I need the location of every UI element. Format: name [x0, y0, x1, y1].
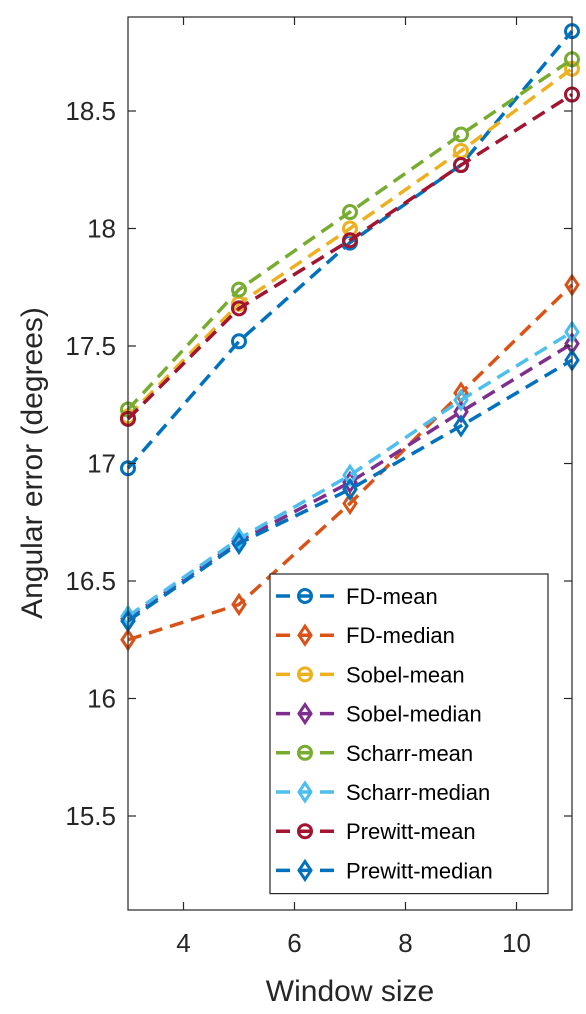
data-point — [453, 414, 469, 438]
y-tick-label: 15.5 — [65, 801, 116, 831]
data-point — [342, 477, 358, 502]
y-tick-label: 17.5 — [65, 331, 116, 361]
x-tick-label: 6 — [287, 928, 301, 958]
legend-marker — [297, 780, 313, 804]
legend-item: FD-median — [276, 623, 455, 648]
data-point — [342, 232, 358, 249]
data-point — [231, 531, 247, 556]
legend-label: Scharr-mean — [346, 741, 473, 766]
legend-marker — [297, 823, 313, 840]
series-line — [126, 93, 573, 421]
legend-label: FD-median — [346, 623, 455, 648]
data-point — [342, 491, 358, 516]
y-tick-label: 16.5 — [65, 566, 116, 596]
series-line — [126, 342, 573, 621]
series-line — [126, 330, 573, 618]
series-line — [127, 283, 574, 642]
legend-item: Prewitt-mean — [276, 819, 476, 844]
series-line — [126, 67, 574, 418]
y-axis-title: Angular error (degrees) — [16, 307, 49, 619]
legend-item: Prewitt-median — [276, 858, 493, 883]
data-point — [453, 388, 469, 412]
legend-item: FD-mean — [276, 584, 438, 609]
x-tick-label: 10 — [502, 928, 531, 958]
legend-label: Sobel-median — [346, 702, 482, 727]
series-line — [126, 358, 573, 623]
plot-lines — [120, 23, 580, 652]
legend-label: Scharr-median — [346, 780, 490, 805]
legend-marker — [297, 858, 313, 883]
series-line — [126, 29, 574, 470]
legend-item: Scharr-mean — [276, 741, 473, 766]
data-point — [453, 157, 469, 174]
legend-marker — [297, 623, 313, 647]
legend: FD-mean FD-median Sobel-mean Sobel-median Sc… — [269, 573, 549, 895]
legend-label: Sobel-mean — [346, 662, 465, 687]
legend-marker — [297, 701, 313, 726]
x-tick-label: 8 — [398, 928, 412, 958]
data-point — [453, 126, 469, 143]
data-point — [231, 281, 247, 298]
legend-label: Prewitt-median — [346, 858, 493, 883]
data-point — [342, 204, 358, 221]
data-point — [231, 526, 247, 551]
legend-label: Prewitt-mean — [346, 819, 476, 844]
legend-label: FD-mean — [346, 584, 438, 609]
series-prewitt-mean — [120, 86, 580, 427]
data-point — [453, 400, 469, 424]
series-line — [126, 57, 573, 411]
legend-marker — [297, 588, 313, 604]
legend-item: Sobel-mean — [276, 662, 465, 687]
legend-item: Sobel-median — [276, 702, 482, 727]
x-axis-title: Window size — [266, 975, 434, 1008]
data-point — [342, 463, 358, 487]
legend-marker — [297, 666, 313, 683]
y-tick-label: 18 — [87, 214, 116, 244]
series-fd-mean — [120, 23, 580, 477]
y-tick-label: 16 — [87, 684, 116, 714]
data-point — [231, 592, 247, 617]
x-tick-label: 4 — [176, 928, 190, 958]
legend-marker — [297, 744, 313, 761]
axis-ticks: 4 6 8 10 15.5 16 16.5 17 17.5 18 18.5 — [65, 17, 572, 958]
data-point — [231, 300, 247, 317]
y-tick-label: 18.5 — [65, 96, 116, 126]
data-point — [231, 333, 247, 350]
y-tick-label: 17 — [87, 449, 116, 479]
legend-item: Scharr-median — [276, 780, 490, 805]
legend-box — [269, 573, 549, 895]
